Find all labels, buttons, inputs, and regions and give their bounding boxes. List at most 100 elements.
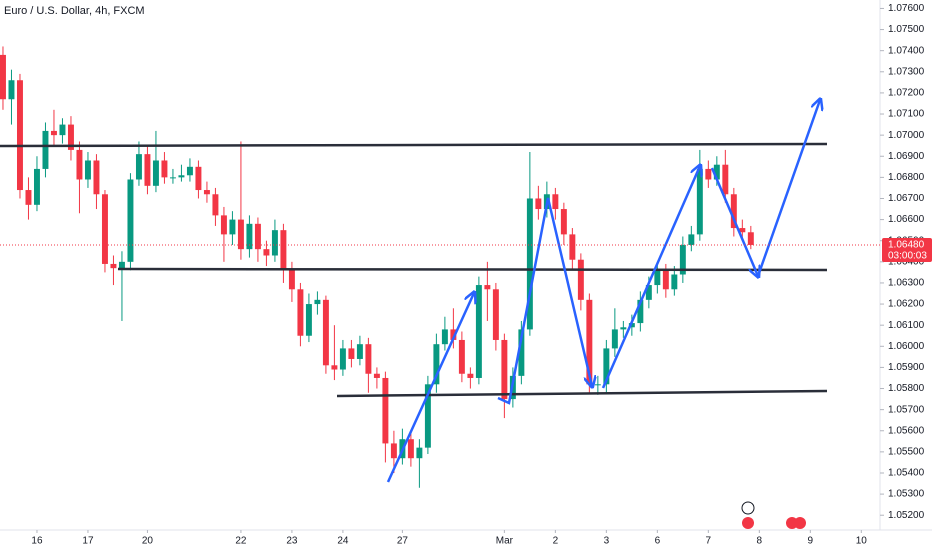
y-tick-label: 1.06800 xyxy=(888,172,925,183)
candle-body xyxy=(688,234,695,245)
y-tick-label: 1.07100 xyxy=(888,109,925,120)
candle-body xyxy=(620,327,627,330)
candle-body xyxy=(594,384,601,386)
event-icon[interactable] xyxy=(741,501,755,515)
last-price-label: 1.06480 xyxy=(888,240,925,251)
candle-body xyxy=(441,329,448,345)
event-icon[interactable] xyxy=(794,517,806,529)
candle-body xyxy=(16,80,23,191)
candle-body xyxy=(33,168,40,205)
candle-body xyxy=(713,164,720,180)
candle-body xyxy=(322,299,329,366)
candle-body xyxy=(739,228,746,233)
candle-body xyxy=(220,215,227,235)
arrow xyxy=(601,166,700,389)
candle-body xyxy=(628,323,635,328)
candle-body xyxy=(747,232,754,245)
candle-body xyxy=(246,223,253,250)
candle-body xyxy=(552,194,559,210)
candle-body xyxy=(135,154,142,180)
x-tick-label: 3 xyxy=(604,536,610,547)
candle-body xyxy=(84,160,91,180)
candle-body xyxy=(178,175,185,178)
candle-body xyxy=(212,194,219,216)
candle-body xyxy=(722,164,729,195)
x-tick-label: 17 xyxy=(82,536,94,547)
candle-body xyxy=(356,344,363,359)
candle-body xyxy=(152,160,159,186)
candle-body xyxy=(560,209,567,235)
y-tick-label: 1.06200 xyxy=(888,299,925,310)
candle-body xyxy=(229,219,236,235)
candle-body xyxy=(169,177,176,179)
arrow xyxy=(756,100,820,277)
x-tick-label: 6 xyxy=(655,536,661,547)
candle-body xyxy=(280,230,287,271)
y-tick-label: 1.07500 xyxy=(888,24,925,35)
countdown: 03:00:03 xyxy=(888,251,927,262)
candle-body xyxy=(288,270,295,290)
y-tick-label: 1.05200 xyxy=(888,510,925,521)
candle-body xyxy=(467,373,474,378)
y-tick-label: 1.06400 xyxy=(888,256,925,267)
event-icon[interactable] xyxy=(742,517,754,529)
x-tick-label: 9 xyxy=(808,536,814,547)
y-tick-label: 1.06300 xyxy=(888,278,925,289)
candle-body xyxy=(127,179,134,262)
candle-body xyxy=(654,270,661,286)
arrow xyxy=(497,197,592,405)
y-tick-label: 1.05600 xyxy=(888,425,925,436)
candle-body xyxy=(314,299,321,305)
candle-body xyxy=(433,344,440,385)
candle-body xyxy=(518,329,525,376)
candle-body xyxy=(195,166,202,191)
candle-body xyxy=(271,230,278,256)
candle-body xyxy=(569,234,576,260)
x-tick-label: 22 xyxy=(235,536,247,547)
candle-body xyxy=(76,149,83,180)
candle-body xyxy=(492,289,499,340)
candle-body xyxy=(535,198,542,210)
candle-body xyxy=(390,443,397,459)
candle-body xyxy=(365,344,372,374)
candle-body xyxy=(501,339,508,400)
candle-body xyxy=(305,304,312,336)
y-tick-label: 1.07300 xyxy=(888,66,925,77)
candle-body xyxy=(348,348,355,359)
x-tick-label: 2 xyxy=(553,536,559,547)
y-tick-label: 1.05300 xyxy=(888,489,925,500)
candle-body xyxy=(237,219,244,250)
candle-body xyxy=(0,54,6,100)
y-tick-label: 1.07400 xyxy=(888,45,925,56)
candle-body xyxy=(382,377,389,444)
candle-body xyxy=(93,160,100,195)
candle-body xyxy=(297,289,304,336)
candle-body xyxy=(331,365,338,370)
candle-body xyxy=(118,261,125,269)
y-tick-label: 1.05700 xyxy=(888,404,925,415)
support-line xyxy=(336,389,828,398)
chart-title: Euro / U.S. Dollar, 4h, FXCM xyxy=(4,5,145,17)
x-tick-label: Mar xyxy=(496,536,514,547)
candle-body xyxy=(662,270,669,290)
candle-body xyxy=(203,190,210,195)
drawings xyxy=(0,100,828,483)
candle-body xyxy=(339,348,346,370)
y-tick-label: 1.06100 xyxy=(888,320,925,331)
candle-body xyxy=(730,194,737,229)
candle-body xyxy=(101,194,108,264)
x-tick-label: 24 xyxy=(337,536,349,547)
candle-body xyxy=(59,124,66,136)
y-tick-label: 1.06900 xyxy=(888,151,925,162)
candle-body xyxy=(526,198,533,330)
candle-body xyxy=(407,439,414,459)
x-tick-label: 8 xyxy=(757,536,763,547)
middle-line xyxy=(117,267,828,272)
x-tick-label: 27 xyxy=(397,536,409,547)
y-tick-label: 1.06000 xyxy=(888,341,925,352)
x-tick-label: 23 xyxy=(286,536,298,547)
candle-body xyxy=(611,329,618,349)
candle-body xyxy=(263,249,270,256)
candle-body xyxy=(67,124,74,150)
